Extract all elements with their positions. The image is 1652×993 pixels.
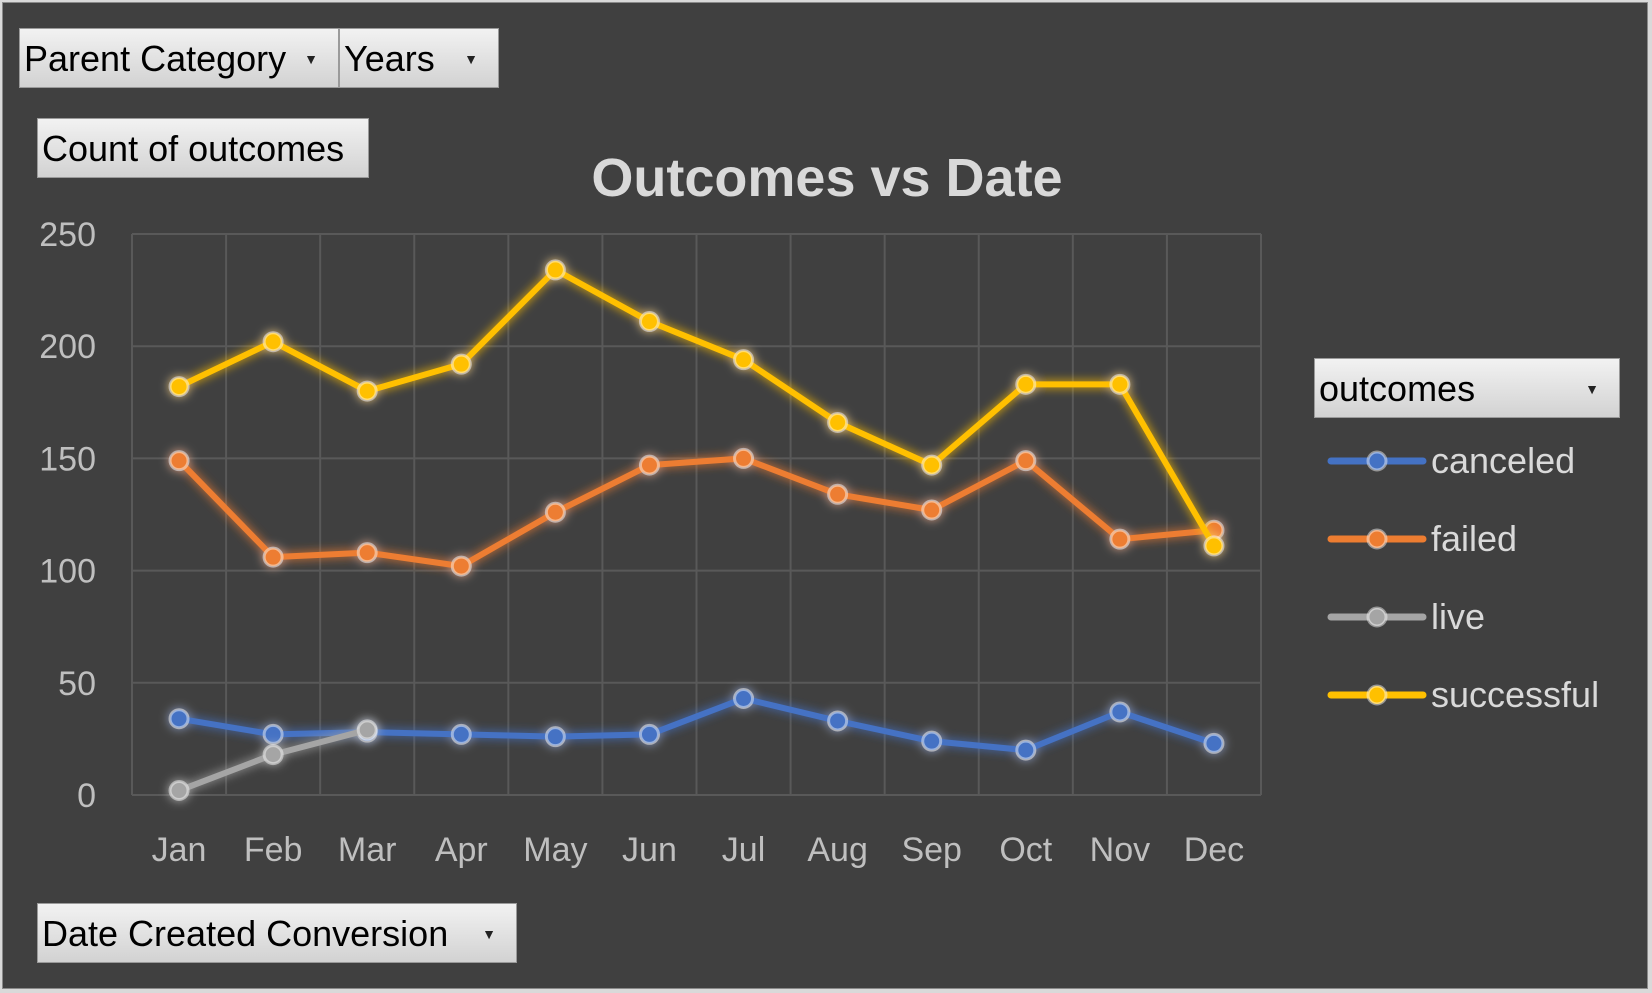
data-point-canceled xyxy=(1203,732,1225,754)
legend-label: canceled xyxy=(1431,440,1575,481)
data-point-canceled xyxy=(1015,739,1037,761)
series-failed xyxy=(168,447,1225,577)
data-point-successful xyxy=(450,353,472,375)
x-tick-label: Jan xyxy=(152,831,207,869)
x-tick-label: Sep xyxy=(901,831,962,869)
x-tick-label: Oct xyxy=(999,831,1052,869)
years-label: Years xyxy=(344,38,435,79)
legend-item-successful: successful xyxy=(1327,674,1599,715)
parent-category-filter-button[interactable]: Parent Category ▼ xyxy=(19,28,339,88)
data-point-successful xyxy=(1109,373,1131,395)
x-tick-label: Jul xyxy=(722,831,765,869)
y-tick-label: 0 xyxy=(77,777,96,815)
dropdown-arrow-icon: ▼ xyxy=(464,51,478,67)
data-point-canceled xyxy=(921,730,943,752)
data-point-successful xyxy=(356,380,378,402)
series-live xyxy=(168,719,378,802)
data-point-canceled xyxy=(827,710,849,732)
data-point-successful xyxy=(1015,373,1037,395)
data-point-successful xyxy=(733,349,755,371)
x-tick-label: Nov xyxy=(1090,831,1150,869)
y-tick-label: 200 xyxy=(39,328,96,366)
x-tick-label: Feb xyxy=(244,831,303,869)
legend-item-live: live xyxy=(1327,596,1485,637)
values-field-button[interactable]: Count of outcomes xyxy=(37,118,369,178)
x-tick-label: Jun xyxy=(622,831,677,869)
x-tick-label: May xyxy=(523,831,587,869)
data-point-canceled xyxy=(1109,701,1131,723)
dropdown-arrow-icon: ▼ xyxy=(304,51,318,67)
series-line-successful xyxy=(177,266,1217,548)
parent-category-label: Parent Category xyxy=(24,38,287,79)
y-tick-label: 150 xyxy=(39,440,96,478)
axis-field-filter-button[interactable]: Date Created Conversion ▼ xyxy=(37,903,517,963)
data-point-failed xyxy=(262,546,284,568)
data-point-failed xyxy=(356,542,378,564)
data-point-canceled xyxy=(638,723,660,745)
x-tick-label: Mar xyxy=(338,831,397,869)
x-tick-label: Aug xyxy=(807,831,868,869)
years-filter-button[interactable]: Years ▼ xyxy=(339,28,499,88)
data-point-canceled xyxy=(168,708,190,730)
data-point-successful xyxy=(638,311,660,333)
y-tick-label: 250 xyxy=(39,216,96,254)
legend-field-label: outcomes xyxy=(1319,368,1476,409)
legend-item-failed: failed xyxy=(1327,518,1517,559)
data-point-failed xyxy=(450,555,472,577)
data-point-successful xyxy=(168,376,190,398)
legend-swatch-marker xyxy=(1366,606,1388,628)
data-point-successful xyxy=(262,331,284,353)
legend-swatch-marker xyxy=(1366,684,1388,706)
x-tick-label: Dec xyxy=(1184,831,1244,869)
x-tick-label: Apr xyxy=(435,831,488,869)
data-point-canceled xyxy=(450,723,472,745)
legend-item-canceled: canceled xyxy=(1327,440,1575,481)
dropdown-arrow-icon: ▼ xyxy=(482,926,496,942)
data-point-failed xyxy=(1015,450,1037,472)
legend-label: failed xyxy=(1431,518,1517,559)
axis-field-label: Date Created Conversion xyxy=(42,913,449,954)
data-point-failed xyxy=(921,499,943,521)
data-point-failed xyxy=(827,483,849,505)
series-line-failed xyxy=(176,455,1215,570)
legend-label: live xyxy=(1431,596,1485,637)
chart-title: Outcomes vs Date xyxy=(591,148,1062,208)
data-point-successful xyxy=(1203,535,1225,557)
data-point-successful xyxy=(921,454,943,476)
data-point-failed xyxy=(1109,528,1131,550)
series-successful xyxy=(168,259,1225,557)
series-canceled xyxy=(168,688,1225,761)
data-point-canceled xyxy=(733,688,755,710)
data-point-successful xyxy=(827,411,849,433)
data-point-failed xyxy=(638,454,660,476)
dropdown-arrow-icon: ▼ xyxy=(1585,381,1599,397)
legend-field-filter-button[interactable]: outcomes ▼ xyxy=(1314,358,1620,418)
values-field-label: Count of outcomes xyxy=(42,128,345,169)
data-point-canceled xyxy=(262,723,284,745)
data-point-live xyxy=(262,744,284,766)
outcomes-line-chart: 0 50 100 150 200 250 Jan Feb Mar Apr May Jun Jul Aug S… xyxy=(39,148,1599,869)
legend-swatch-marker xyxy=(1366,450,1388,472)
data-point-successful xyxy=(544,259,566,281)
data-point-failed xyxy=(168,450,190,472)
data-point-live xyxy=(356,719,378,741)
data-point-live xyxy=(168,780,190,802)
y-tick-label: 100 xyxy=(39,553,96,591)
data-point-failed xyxy=(733,447,755,469)
data-point-canceled xyxy=(544,726,566,748)
y-tick-label: 50 xyxy=(58,665,96,703)
data-point-failed xyxy=(544,501,566,523)
legend-swatch-marker xyxy=(1366,528,1388,550)
legend-label: successful xyxy=(1431,674,1599,715)
